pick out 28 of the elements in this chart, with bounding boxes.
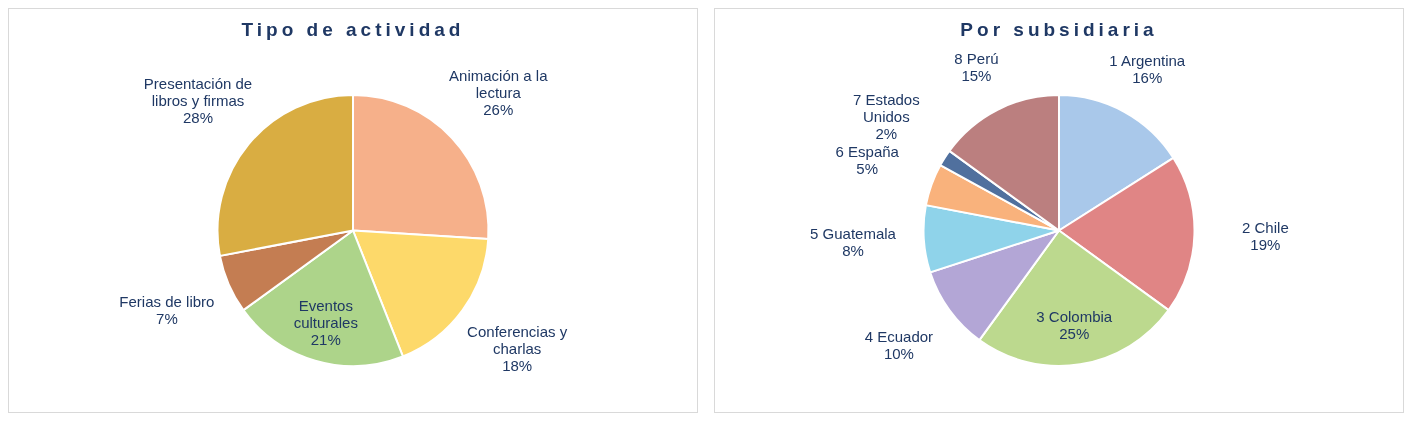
data-label: 15% <box>961 67 992 85</box>
chart-title: Tipo de actividad <box>240 19 466 41</box>
slice-label: Animación a la lectura <box>449 67 549 102</box>
slice-label: 5 Guatemala <box>810 225 897 243</box>
slice-label: Eventos culturales <box>293 297 358 332</box>
slice-label: 1 Argentina <box>1109 51 1186 69</box>
data-label: 7% <box>156 309 178 327</box>
data-label: 28% <box>182 109 214 127</box>
data-label: 8% <box>842 242 864 260</box>
data-label: 2% <box>875 125 898 143</box>
data-label: 21% <box>310 331 341 349</box>
slice-label: 4 Ecuador <box>864 328 934 346</box>
data-label: 10% <box>883 345 914 363</box>
chart-title: Por subsidiaria <box>959 19 1159 41</box>
slice-label: 3 Colombia <box>1036 308 1113 326</box>
data-label: 5% <box>856 160 879 178</box>
slice-label: 2 Chile <box>1242 218 1289 236</box>
slice-label: Ferias de libro <box>119 292 215 310</box>
slice-label: 7 Estados Unidos <box>852 91 920 126</box>
slice-label: Conferencias y charlas <box>467 322 568 357</box>
data-label: 16% <box>1132 68 1163 86</box>
data-label: 18% <box>502 356 533 374</box>
data-label: 19% <box>1250 235 1281 253</box>
slice-label: 8 Perú <box>954 50 999 68</box>
slice-label: Presentación de libros y firmas <box>143 75 253 110</box>
data-label: 26% <box>483 101 514 119</box>
slice-label: 6 España <box>835 143 900 161</box>
data-label: 25% <box>1059 325 1090 343</box>
